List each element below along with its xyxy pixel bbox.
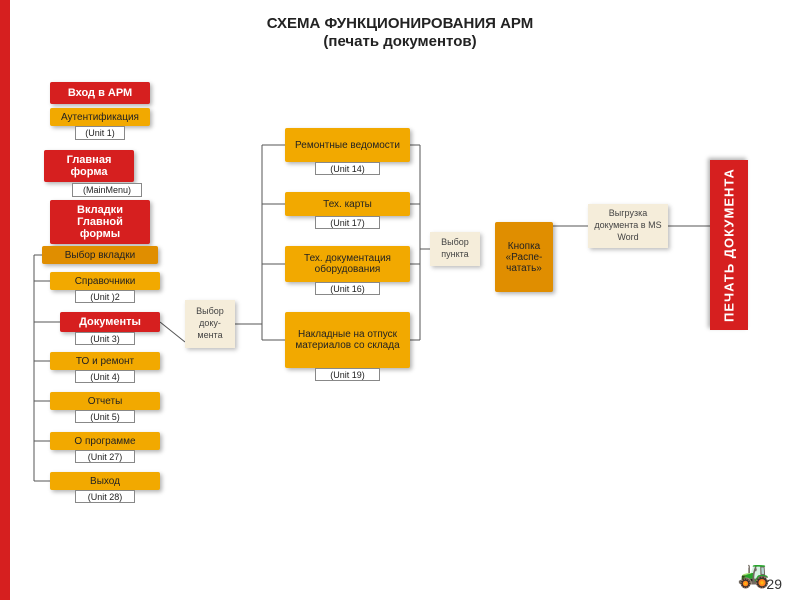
box-tabsel: Выбор вкладки <box>42 246 158 264</box>
box-export-label: Выгрузка документа в MS Word <box>592 208 664 243</box>
unit-repair: (Unit 14) <box>315 162 380 175</box>
box-docs-label: Документы <box>79 316 141 328</box>
box-printdoc: ПЕЧАТЬ ДОКУМЕНТА <box>710 160 748 330</box>
box-exit: Выход <box>50 472 160 490</box>
box-maint: ТО и ремонт <box>50 352 160 370</box>
box-export: Выгрузка документа в MS Word <box>588 204 668 248</box>
box-entry: Вход в АРМ <box>50 82 150 104</box>
unit-maint: (Unit 4) <box>75 370 135 383</box>
box-tabsel-label: Выбор вкладки <box>65 250 135 261</box>
unit-invoice: (Unit 19) <box>315 368 380 381</box>
box-maint-label: ТО и ремонт <box>76 356 134 367</box>
page-title: СХЕМА ФУНКЦИОНИРОВАНИЯ АРМ <box>0 15 800 32</box>
page-number: 29 <box>766 576 782 592</box>
box-reports-label: Отчеты <box>88 396 123 407</box>
box-tabs: Вкладки Главной формы <box>50 200 150 244</box>
box-dict: Справочники <box>50 272 160 290</box>
bulldozer-icon: 🚜 <box>738 559 770 590</box>
box-printdoc-label: ПЕЧАТЬ ДОКУМЕНТА <box>722 168 737 322</box>
box-invoice-label: Накладные на отпуск материалов со склада <box>289 329 406 351</box>
unit-invoice-label: (Unit 19) <box>330 370 365 380</box>
unit-docs-label: (Unit 3) <box>90 334 120 344</box>
unit-docs: (Unit 3) <box>75 332 135 345</box>
box-invoice: Накладные на отпуск материалов со склада <box>285 312 410 368</box>
unit-techcards: (Unit 17) <box>315 216 380 229</box>
box-about: О программе <box>50 432 160 450</box>
box-mainform-label: Главная форма <box>50 154 128 178</box>
box-techdoc-label: Тех. документация оборудования <box>289 253 406 275</box>
box-repair: Ремонтные ведомости <box>285 128 410 162</box>
unit-mainform-label: (MainMenu) <box>83 185 131 195</box>
unit-techdoc: (Unit 16) <box>315 282 380 295</box>
box-exit-label: Выход <box>90 476 120 487</box>
unit-dict: (Unit )2 <box>75 290 135 303</box>
box-about-label: О программе <box>74 436 135 447</box>
unit-repair-label: (Unit 14) <box>330 164 365 174</box>
box-techdoc: Тех. документация оборудования <box>285 246 410 282</box>
left-red-bar <box>0 0 10 600</box>
box-mainform: Главная форма <box>44 150 134 182</box>
unit-about-label: (Unit 27) <box>88 452 123 462</box>
unit-dict-label: (Unit )2 <box>90 292 120 302</box>
unit-mainform: (MainMenu) <box>72 183 142 197</box>
unit-techdoc-label: (Unit 16) <box>330 284 365 294</box>
box-docs: Документы <box>60 312 160 332</box>
box-docsel-label: Выбор доку-мента <box>189 306 231 341</box>
box-itemsel-label: Выбор пункта <box>434 237 476 260</box>
unit-about: (Unit 27) <box>75 450 135 463</box>
box-reports: Отчеты <box>50 392 160 410</box>
unit-reports-label: (Unit 5) <box>90 412 120 422</box>
box-dict-label: Справочники <box>75 276 136 287</box>
box-techcards-label: Тех. карты <box>323 199 372 210</box>
box-printbtn: Кнопка «Распе-чатать» <box>495 222 553 292</box>
box-tabs-label: Вкладки Главной формы <box>56 204 144 240</box>
box-techcards: Тех. карты <box>285 192 410 216</box>
box-repair-label: Ремонтные ведомости <box>295 140 400 151</box>
box-docsel: Выбор доку-мента <box>185 300 235 348</box>
page-subtitle: (печать документов) <box>0 33 800 50</box>
box-auth-label: Аутентификация <box>61 112 139 123</box>
box-entry-label: Вход в АРМ <box>68 87 132 99</box>
box-itemsel: Выбор пункта <box>430 232 480 266</box>
unit-exit: (Unit 28) <box>75 490 135 503</box>
box-auth: Аутентификация <box>50 108 150 126</box>
unit-reports: (Unit 5) <box>75 410 135 423</box>
unit-auth-label: (Unit 1) <box>85 128 115 138</box>
box-printbtn-label: Кнопка «Распе-чатать» <box>499 241 549 274</box>
unit-techcards-label: (Unit 17) <box>330 218 365 228</box>
unit-exit-label: (Unit 28) <box>88 492 123 502</box>
unit-maint-label: (Unit 4) <box>90 372 120 382</box>
unit-auth: (Unit 1) <box>75 126 125 140</box>
